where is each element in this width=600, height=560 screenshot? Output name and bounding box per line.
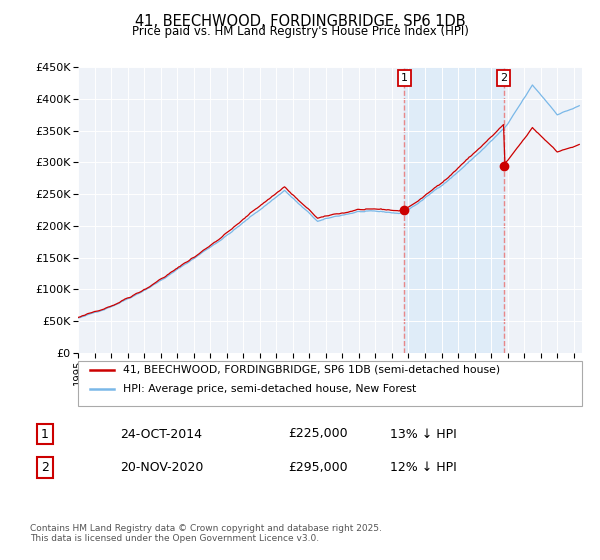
Text: £295,000: £295,000 (288, 461, 347, 474)
Text: 13% ↓ HPI: 13% ↓ HPI (390, 427, 457, 441)
Text: 24-OCT-2014: 24-OCT-2014 (120, 427, 202, 441)
Text: £225,000: £225,000 (288, 427, 347, 441)
Bar (404, 67, 503, 353)
Text: 1: 1 (41, 427, 49, 441)
Text: Contains HM Land Registry data © Crown copyright and database right 2025.
This d: Contains HM Land Registry data © Crown c… (30, 524, 382, 543)
Text: HPI: Average price, semi-detached house, New Forest: HPI: Average price, semi-detached house,… (123, 384, 416, 394)
Text: 2: 2 (500, 73, 507, 83)
Text: 20-NOV-2020: 20-NOV-2020 (120, 461, 203, 474)
Text: 1: 1 (401, 73, 408, 83)
Text: 12% ↓ HPI: 12% ↓ HPI (390, 461, 457, 474)
Text: 41, BEECHWOOD, FORDINGBRIDGE, SP6 1DB (semi-detached house): 41, BEECHWOOD, FORDINGBRIDGE, SP6 1DB (s… (123, 365, 500, 375)
Text: Price paid vs. HM Land Registry's House Price Index (HPI): Price paid vs. HM Land Registry's House … (131, 25, 469, 38)
Text: 41, BEECHWOOD, FORDINGBRIDGE, SP6 1DB: 41, BEECHWOOD, FORDINGBRIDGE, SP6 1DB (134, 14, 466, 29)
Text: 2: 2 (41, 461, 49, 474)
